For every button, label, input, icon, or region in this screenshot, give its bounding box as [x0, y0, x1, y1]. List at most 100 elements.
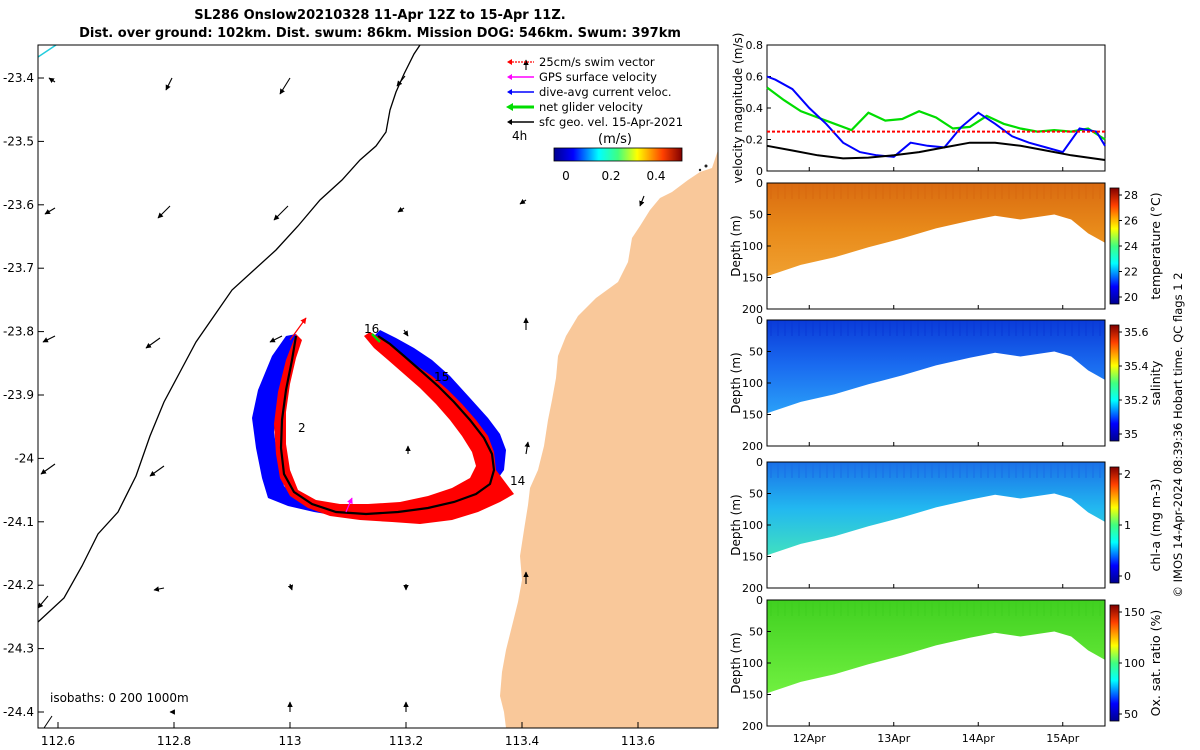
- day-label-15: 15: [434, 370, 449, 384]
- isobath-fragment: [43, 715, 53, 728]
- map-colorbar-label: (m/s): [598, 132, 632, 147]
- section-ytick-label: 100: [742, 657, 763, 670]
- colorbar-tick-label: 20: [1124, 291, 1138, 304]
- legend-arrowhead: [506, 103, 513, 111]
- section-xtick-label: 14Apr: [962, 732, 996, 745]
- legend-label-dive-avg: dive-avg current veloc.: [539, 85, 672, 99]
- swim-vector-arrow: [289, 317, 307, 341]
- section-data-fill: [767, 183, 1105, 277]
- section-ytick-label: 200: [742, 303, 763, 316]
- velocity-ytick-label: 0: [756, 165, 763, 178]
- sfc-geo-arrow: [269, 335, 283, 343]
- colorbar-tick-label: 24: [1124, 240, 1138, 253]
- sfc-geo-arrow: [38, 595, 49, 609]
- section-xtick-label: 12Apr: [793, 732, 827, 745]
- section-ytick-label: 200: [742, 582, 763, 595]
- day-label-2: 2: [298, 421, 306, 435]
- lat-tick-label: -24.2: [3, 578, 34, 592]
- section-colorbar: [1109, 187, 1120, 305]
- sfc-geo-arrow: [44, 207, 56, 215]
- velocity-series-sfc-geo-vel-: [766, 141, 1106, 161]
- section-ytick-label: 150: [742, 409, 763, 422]
- velocity-yticks: 0 0.2 0.4 0.6 0.8: [746, 39, 1064, 178]
- section-ylabel: Depth (m): [729, 215, 743, 276]
- section-data-fill: [767, 462, 1105, 556]
- legend-label-net: net glider velocity: [539, 100, 643, 114]
- section-colorbar-label: salinity: [1148, 360, 1163, 405]
- velocity-axes-frame: [766, 44, 1106, 172]
- section-ytick-label: 150: [742, 689, 763, 702]
- day-label-16: 16: [364, 322, 379, 336]
- section-colorbar: [1109, 324, 1120, 442]
- section-ytick-label: 200: [742, 720, 763, 733]
- section-xtick-label: 13Apr: [877, 732, 911, 745]
- section-panel-salinity: 0 50 100 150 200 Depth (m) 35 35.2 35.4 35.6 salin…: [729, 314, 1163, 453]
- sfc-geo-arrow: [402, 329, 409, 337]
- section-colorbar: [1109, 604, 1120, 722]
- sfc-geo-arrow: [273, 205, 289, 221]
- lat-tick-label: -23.8: [3, 325, 34, 339]
- section-ytick-label: 200: [742, 440, 763, 453]
- lon-tick-label: 113.2: [389, 734, 423, 748]
- map-frame: [37, 44, 719, 729]
- swim-vector-band: [274, 332, 514, 524]
- sfc-geo-arrow: [524, 441, 530, 455]
- colorbar-tick-label: 35: [1124, 428, 1138, 441]
- velocity-ytick-label: 0.2: [746, 134, 764, 147]
- dive-avg-current-band: [252, 330, 506, 516]
- figure-title-line1: SL286 Onslow20210328 11-Apr 12Z to 15-Ap…: [194, 8, 566, 23]
- colorbar-tick-label: 35.2: [1124, 394, 1149, 407]
- map-colorbar: [553, 147, 683, 162]
- sfc-geo-arrow: [279, 77, 291, 95]
- section-data-fill: [767, 320, 1105, 414]
- lat-tick-label: -24.3: [3, 642, 34, 656]
- velocity-series: [766, 75, 1106, 161]
- section-ytick-label: 50: [749, 626, 763, 639]
- section-xtick-label: 15Apr: [1046, 732, 1080, 745]
- lon-tick-label: 112.8: [157, 734, 191, 748]
- section-colorbar: [1109, 466, 1120, 584]
- island-dot: [698, 168, 702, 172]
- section-panel-temperature: 0 50 100 150 200 Depth (m) 20 22 24 26 28 temperatu…: [729, 177, 1163, 316]
- sfc-geo-arrow: [42, 335, 56, 343]
- sfc-geo-arrow: [165, 77, 173, 91]
- legend-arrowhead: [507, 89, 512, 95]
- lon-tick-label: 113.4: [505, 734, 539, 748]
- sfc-geo-arrow: [153, 586, 165, 592]
- section-colorbar-label: chl-a (mg m-3): [1148, 479, 1163, 572]
- lat-tick-label: -23.7: [3, 261, 34, 275]
- velocity-series-dive-avg-current-veloc-: [766, 75, 1106, 158]
- colorbar-tick-label: 0: [1124, 570, 1131, 583]
- lat-tick-label: -23.4: [3, 71, 34, 85]
- section-ytick-label: 50: [749, 209, 763, 222]
- colorbar-tick-label: 26: [1124, 215, 1138, 228]
- map-colorbar-tick: 0.4: [646, 169, 665, 183]
- legend-arrowhead: [507, 119, 512, 125]
- glider-track: [252, 317, 514, 524]
- sfc-geo-arrow: [40, 463, 56, 475]
- section-colorbar-label: temperature (°C): [1148, 192, 1163, 299]
- section-ylabel: Depth (m): [729, 352, 743, 413]
- section-ylabel: Depth (m): [729, 632, 743, 693]
- isobaths-label: isobaths: 0 200 1000m: [50, 691, 189, 705]
- colorbar-tick-label: 50: [1124, 708, 1138, 721]
- lat-tick-label: -23.6: [3, 198, 34, 212]
- sfc-geo-arrow: [287, 583, 294, 591]
- sfc-geo-vel-arrows: [38, 59, 645, 715]
- velocity-panel: 0 0.2 0.4 0.6 0.8 velocity magnitude (m/s): [731, 33, 1106, 183]
- lat-tick-label: -24.1: [3, 515, 34, 529]
- sfc-geo-arrow: [396, 75, 406, 87]
- colorbar-tick-label: 150: [1124, 606, 1145, 619]
- island-dot: [704, 164, 708, 168]
- net-glider-start: [371, 333, 381, 343]
- sfc-geo-arrow: [519, 198, 527, 205]
- velocity-ytick-label: 0.8: [746, 39, 764, 52]
- map-colorbar-tick: 0: [562, 169, 570, 183]
- sfc-geo-arrow: [397, 206, 405, 213]
- colorbar-tick-label: 1: [1124, 519, 1131, 532]
- section-panel-chl-a: 0 50 100 150 200 Depth (m) 0 1 2 chl-a (mg m-3): [729, 456, 1163, 595]
- interval-label: 4h: [512, 129, 527, 143]
- section-ytick-label: 150: [742, 272, 763, 285]
